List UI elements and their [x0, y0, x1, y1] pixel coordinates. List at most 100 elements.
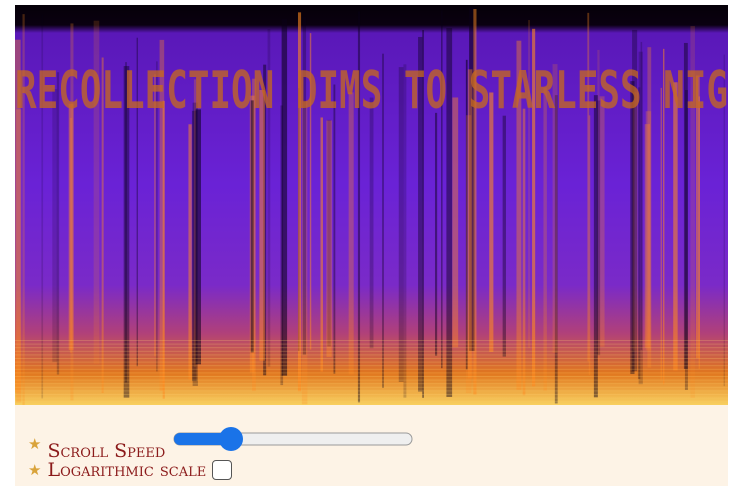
texture — [638, 51, 643, 385]
texture — [195, 109, 201, 365]
texture — [15, 365, 728, 367]
texture — [193, 79, 197, 368]
texture — [473, 8, 477, 395]
texture — [673, 82, 678, 371]
texture — [446, 28, 453, 397]
texture — [695, 75, 700, 359]
texture — [326, 120, 332, 357]
texture — [15, 347, 728, 349]
texture — [15, 350, 728, 352]
texture — [281, 19, 288, 376]
texture — [422, 30, 424, 398]
texture — [301, 100, 308, 405]
texture — [516, 40, 522, 390]
scroll-speed-slider[interactable] — [171, 426, 416, 452]
texture — [15, 383, 728, 385]
texture — [297, 12, 302, 392]
spectrogram: RECOLLECTION DIMS TO STARLESS NIG — [15, 5, 728, 405]
texture — [637, 87, 641, 379]
texture — [70, 23, 74, 401]
texture — [644, 124, 650, 348]
texture — [15, 361, 728, 363]
texture — [327, 119, 331, 347]
texture — [250, 100, 254, 353]
texture — [723, 54, 725, 387]
log-scale-row: ★ Logarithmic scale — [28, 459, 233, 481]
texture — [418, 36, 423, 392]
texture — [528, 20, 530, 349]
texture — [159, 39, 165, 391]
spectrogram-background — [15, 5, 728, 405]
texture — [632, 92, 638, 351]
scroll-speed-label: Scroll Speed — [47, 440, 166, 462]
texture — [467, 69, 473, 379]
texture — [640, 41, 643, 350]
log-scale-checkbox[interactable] — [212, 460, 233, 480]
texture — [403, 64, 407, 398]
texture — [125, 62, 127, 383]
texture — [188, 124, 192, 380]
texture — [15, 358, 728, 359]
texture — [465, 115, 472, 394]
texture — [15, 397, 728, 399]
texture — [69, 117, 73, 353]
texture — [630, 81, 635, 375]
texture — [15, 394, 728, 395]
texture — [369, 97, 374, 349]
texture — [252, 78, 256, 392]
texture — [15, 368, 728, 370]
texture — [22, 14, 25, 405]
texture — [382, 53, 384, 388]
texture — [441, 10, 443, 369]
texture — [154, 74, 156, 357]
texture — [93, 20, 100, 364]
texture — [596, 100, 601, 356]
texture — [348, 92, 354, 375]
texture — [690, 26, 695, 398]
texture — [554, 95, 558, 404]
texture — [15, 390, 728, 392]
texture — [593, 95, 598, 398]
texture — [15, 376, 728, 377]
texture — [532, 28, 536, 387]
texture — [302, 16, 307, 355]
texture — [543, 87, 547, 391]
texture — [632, 29, 638, 372]
texture — [15, 372, 728, 374]
texture — [192, 102, 198, 386]
texture — [587, 12, 590, 362]
texture — [683, 42, 688, 369]
texture — [333, 84, 336, 374]
texture — [15, 379, 728, 381]
texture — [298, 88, 300, 352]
texture — [123, 66, 130, 398]
texture — [156, 61, 158, 372]
texture — [15, 354, 728, 356]
texture — [41, 14, 44, 399]
texture — [16, 109, 22, 403]
texture — [68, 103, 74, 351]
texture — [136, 37, 138, 367]
log-scale-label: Logarithmic scale — [47, 459, 207, 481]
hidden-text: RECOLLECTION DIMS TO STARLESS NIG — [15, 61, 728, 121]
texture — [698, 96, 700, 369]
texture — [489, 92, 494, 352]
texture — [267, 29, 271, 367]
texture — [522, 108, 526, 396]
texture — [465, 59, 468, 370]
texture — [15, 401, 728, 403]
texture — [259, 90, 265, 361]
texture — [599, 96, 605, 347]
scroll-speed-row: ★ Scroll Speed — [28, 426, 416, 462]
texture — [15, 340, 728, 341]
texture — [15, 386, 728, 388]
texture — [52, 89, 58, 363]
texture — [469, 7, 475, 351]
texture — [502, 115, 506, 357]
texture — [101, 57, 104, 394]
texture — [15, 343, 728, 345]
texture — [320, 117, 323, 372]
texture — [660, 87, 662, 381]
texture — [398, 67, 404, 382]
